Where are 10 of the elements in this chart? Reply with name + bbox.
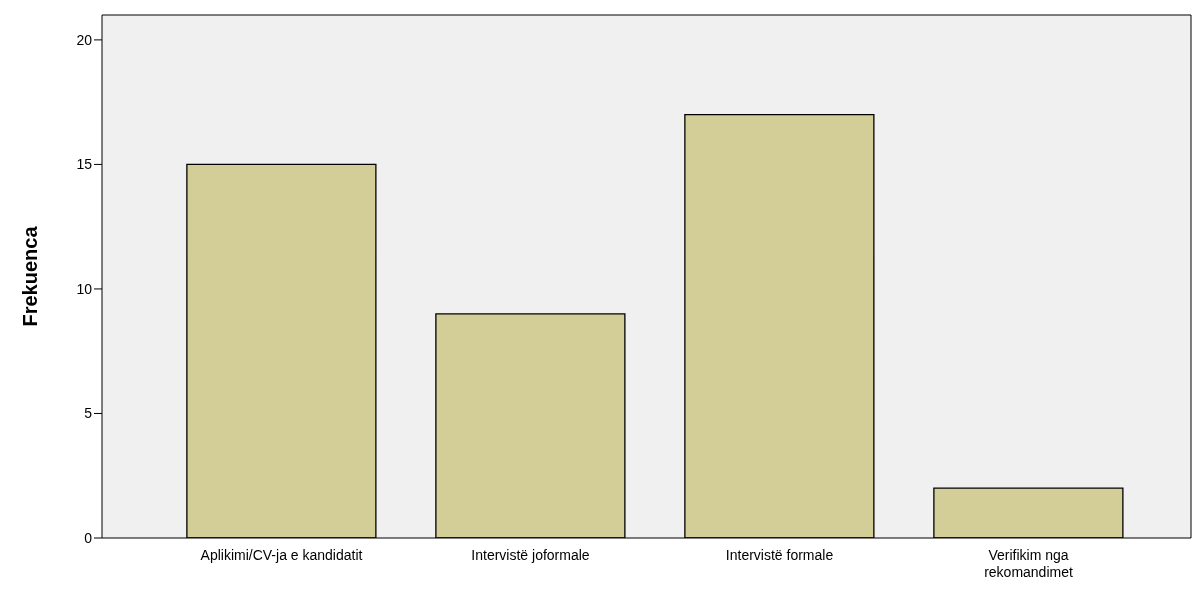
x-tick-label: Verifikim nga rekomandimet <box>984 547 1073 580</box>
y-axis-title: Frekuenca <box>19 225 42 327</box>
y-tick-label: 5 <box>84 405 93 422</box>
x-tick-label: Intervistë formale <box>725 547 834 563</box>
y-tick-label: 20 <box>76 31 93 48</box>
x-tick-label: Intervistë joformale <box>471 547 590 563</box>
x-tick-label: Aplikimi/CV-ja e kandidatit <box>200 547 363 563</box>
y-tick-label: 10 <box>76 280 93 297</box>
y-tick-label: 0 <box>84 529 93 546</box>
y-tick-label: 15 <box>76 156 93 173</box>
